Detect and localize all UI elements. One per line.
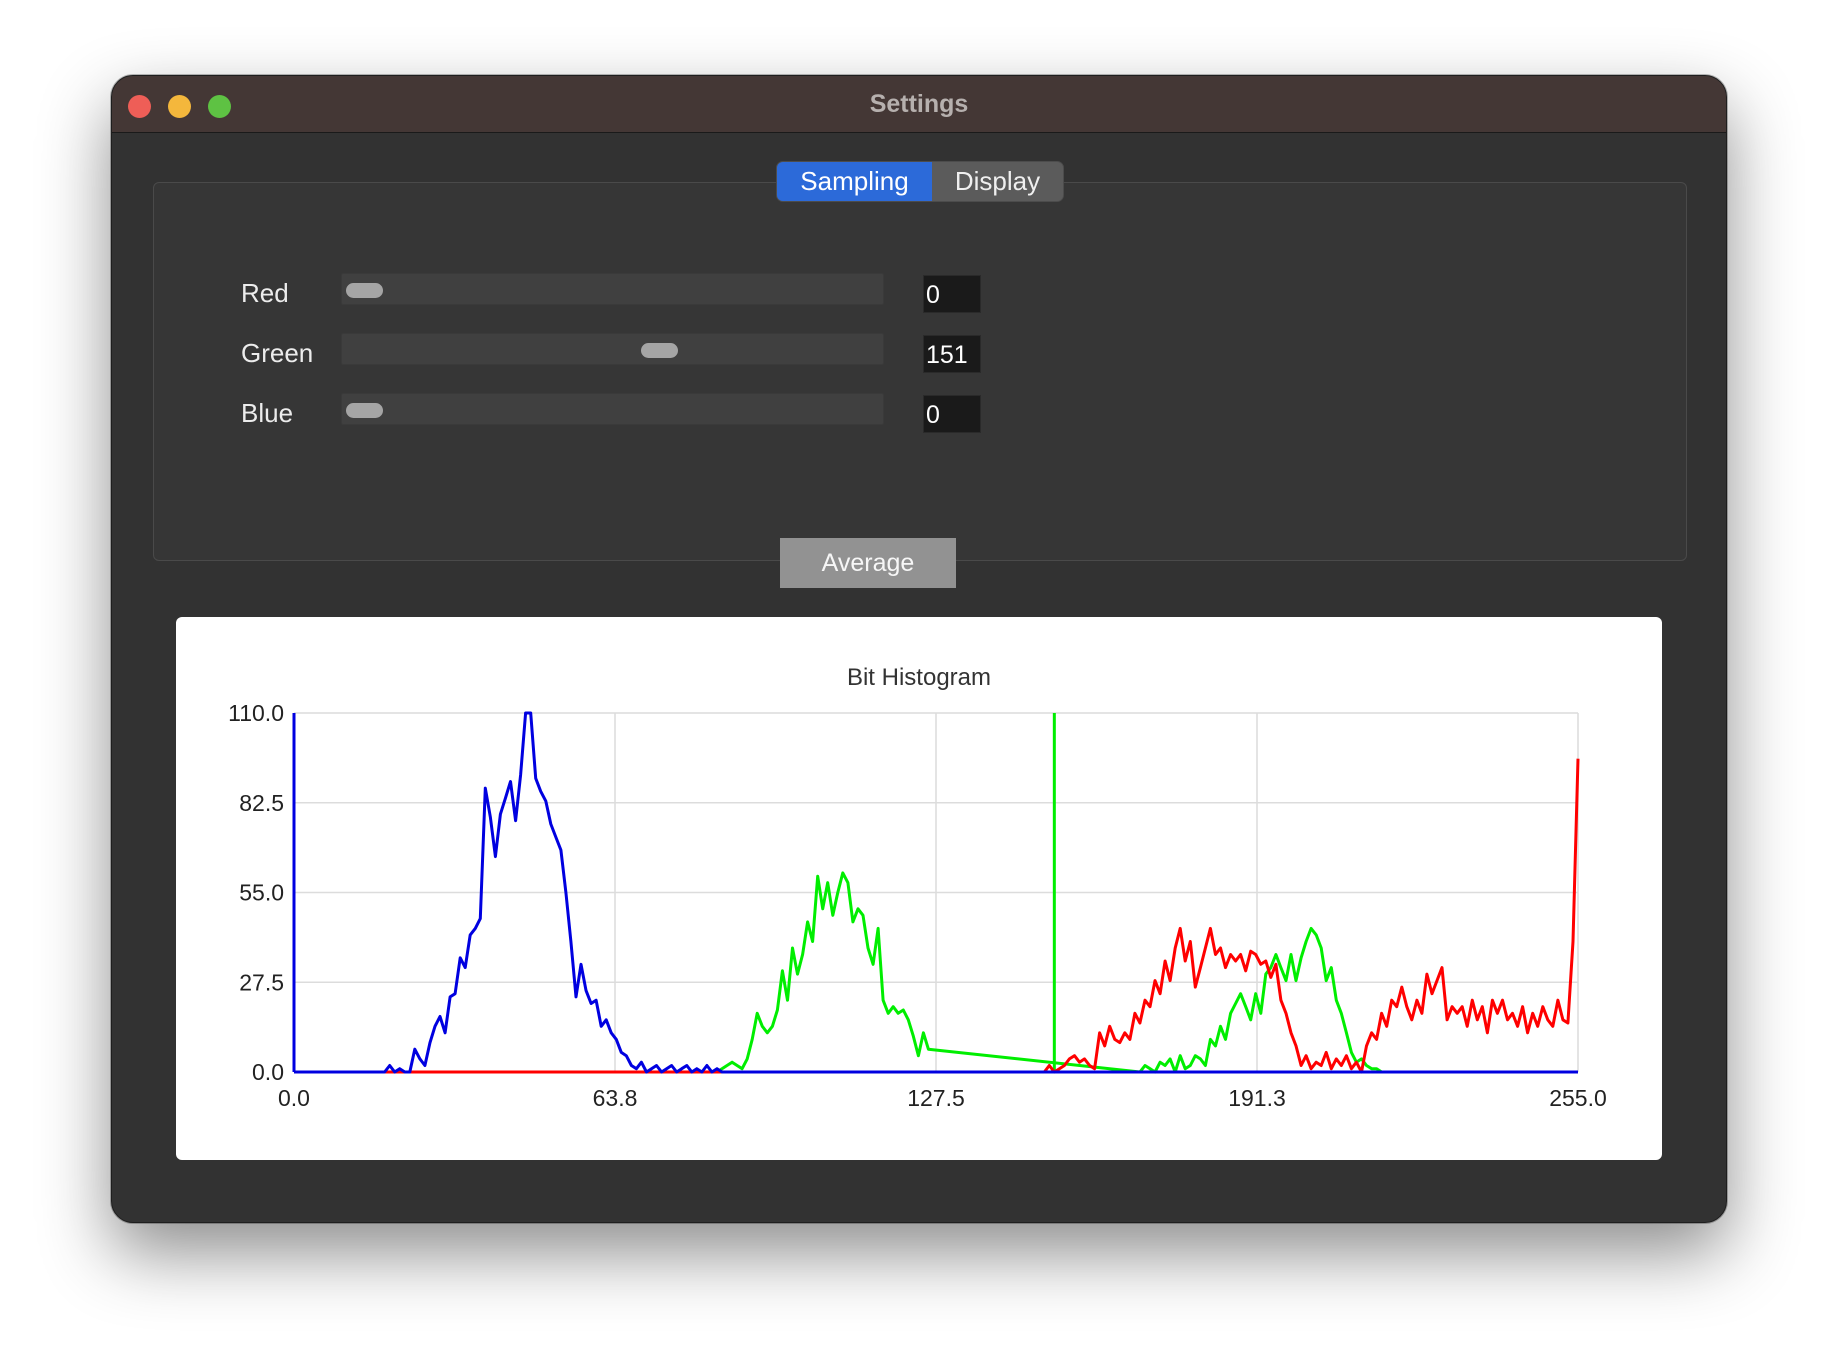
green-value-field[interactable]: 151	[923, 335, 981, 373]
y-tick-label: 82.5	[239, 790, 284, 816]
y-tick-label: 55.0	[239, 880, 284, 906]
x-tick-label: 191.3	[1228, 1085, 1286, 1111]
red-slider[interactable]	[341, 273, 884, 305]
settings-window: Settings Red 0 Green 151 Blue 0 Average …	[111, 75, 1727, 1223]
y-tick-label: 110.0	[228, 700, 284, 726]
x-tick-label: 127.5	[907, 1085, 965, 1111]
y-tick-label: 0.0	[252, 1059, 284, 1085]
tab-bar: Sampling Display	[776, 161, 1064, 202]
minimize-button[interactable]	[168, 95, 191, 118]
blue-slider[interactable]	[341, 393, 884, 425]
close-button[interactable]	[128, 95, 151, 118]
x-tick-label: 255.0	[1549, 1085, 1607, 1111]
blue-series-line	[294, 711, 1578, 1074]
title-bar: Settings	[112, 76, 1726, 133]
red-value-field[interactable]: 0	[923, 275, 981, 313]
bit-histogram-chart: Bit Histogram 0.0 63.8 127.5 191.3 255.0 0.0 2…	[228, 664, 1607, 1111]
blue-value-field[interactable]: 0	[923, 395, 981, 433]
red-series-line	[294, 758, 1580, 1074]
blue-slider-knob[interactable]	[346, 403, 383, 418]
average-button[interactable]: Average	[780, 538, 956, 588]
tab-display[interactable]: Display	[932, 162, 1063, 201]
red-slider-knob[interactable]	[346, 283, 383, 298]
zoom-button[interactable]	[208, 95, 231, 118]
green-series-line	[294, 871, 1578, 1074]
tab-sampling[interactable]: Sampling	[777, 162, 932, 201]
red-label: Red	[241, 278, 289, 308]
window-title: Settings	[869, 90, 969, 118]
green-slider-knob[interactable]	[640, 343, 678, 358]
blue-label: Blue	[241, 398, 294, 428]
green-label: Green	[241, 338, 314, 368]
chart-title: Bit Histogram	[847, 664, 991, 691]
x-tick-label: 63.8	[593, 1085, 638, 1111]
histogram-panel: Bit Histogram 0.0 63.8 127.5 191.3 255.0 0.0 2…	[176, 617, 1662, 1160]
green-slider[interactable]	[341, 333, 884, 365]
x-tick-label: 0.0	[278, 1085, 310, 1111]
y-tick-label: 27.5	[239, 969, 284, 995]
sampling-group: Red 0 Green 151 Blue 0 Average	[153, 182, 1687, 588]
